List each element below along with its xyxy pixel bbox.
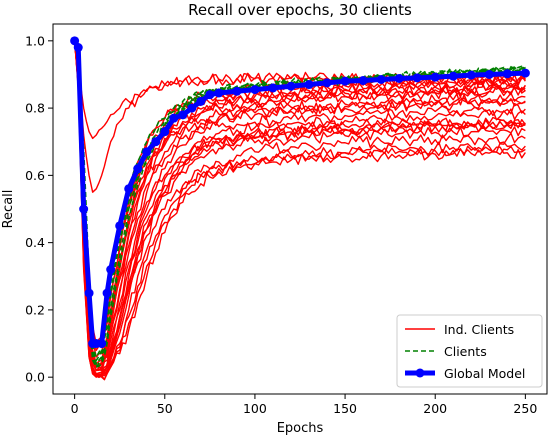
ind-client-line [73,40,526,372]
global-model-point [466,70,476,80]
global-model-point [205,90,215,100]
global-model-point [84,288,94,298]
legend-global-model-marker [415,368,425,378]
x-axis-label: Epochs [277,421,324,436]
legend-global-model-label: Global Model [444,366,525,381]
legend: Ind. Clients Clients Global Model [396,314,543,388]
plot-frame [52,23,548,395]
ind-client-line [73,40,526,367]
global-model-point [151,137,161,147]
x-tick-label: 50 [157,401,173,416]
plot-area [70,36,530,381]
global-model-point [160,127,170,137]
ind-client-line [73,40,526,381]
global-model-point [520,68,530,78]
x-tick-label: 150 [333,401,357,416]
y-tick-label: 0.0 [25,370,45,385]
global-model-point [268,83,278,93]
global-model-point [79,204,89,214]
legend-box [396,314,543,388]
chart-title: Recall over epochs, 30 clients [188,1,412,19]
global-model-point [97,339,107,349]
x-axis: 0 50 100 150 200 250 [71,394,537,416]
legend-clients-label: Clients [444,344,487,359]
x-tick-label: 0 [71,401,79,416]
y-tick-label: 0.2 [25,302,45,317]
ind-client-line [73,40,526,375]
global-model-point [169,113,179,123]
global-model-point [133,164,143,174]
y-axis-label: Recall [1,190,16,229]
global-model-point [178,110,188,120]
legend-ind-clients-label: Ind. Clients [444,322,514,337]
x-tick-label: 100 [243,401,267,416]
ind-client-line [73,40,526,376]
global-model-point [376,75,386,84]
global-model-point [73,43,83,53]
global-model-point [394,73,404,83]
global-model-point [286,81,296,91]
ind-client-line [73,40,526,372]
global-model-point [214,88,224,98]
global-model-point [340,76,350,86]
global-model-point [322,78,332,88]
y-tick-label: 0.6 [25,168,45,183]
global-model-point [430,72,440,82]
ind-client-line [73,40,526,377]
global-model-point [448,71,458,81]
x-tick-label: 250 [513,401,537,416]
global-model-point [187,103,197,113]
global-model-point [115,221,125,231]
global-model-point [142,147,152,157]
client-line [73,40,526,363]
global-model-point [304,80,314,90]
global-model-point [102,288,112,298]
global-model-point [106,265,116,275]
ind-client-line [73,40,526,372]
ind-client-line [73,40,526,379]
y-tick-label: 1.0 [25,33,45,48]
global-model-point [196,96,206,106]
global-model-point [70,36,80,46]
global-model-point [232,86,242,96]
y-axis: 0.0 0.2 0.4 0.6 0.8 1.0 [25,33,53,385]
global-model-point [502,69,512,79]
y-tick-label: 0.8 [25,101,45,116]
global-model-point [484,69,494,79]
global-model-point [124,184,134,194]
global-model-point [412,73,422,83]
global-model-point [250,85,260,95]
ind-client-line [73,40,526,377]
y-tick-label: 0.4 [25,235,45,250]
ind-client-line [73,40,526,368]
ind-client-line [73,40,526,381]
global-model-point [358,76,368,86]
x-tick-label: 200 [423,401,447,416]
